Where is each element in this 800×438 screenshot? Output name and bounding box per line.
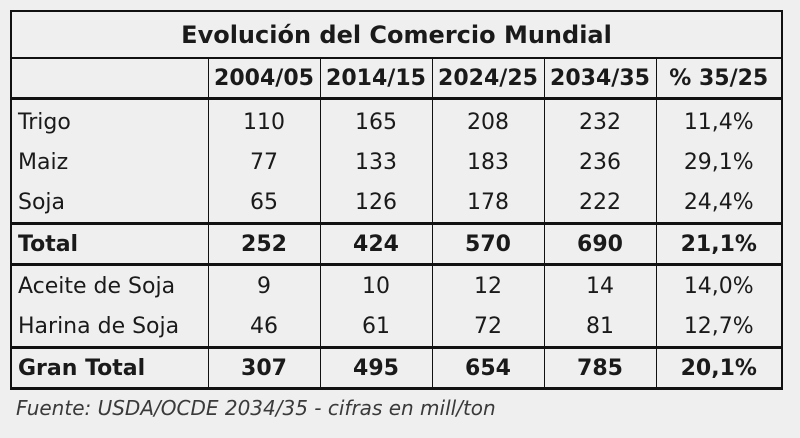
cell: 232	[543, 98, 657, 142]
cell: 495	[319, 346, 433, 390]
cell: 10	[319, 264, 433, 306]
cell: 20,1%	[655, 346, 783, 390]
cell: 690	[543, 222, 657, 266]
cell: 14,0%	[655, 264, 783, 306]
cell: 29,1%	[655, 142, 783, 182]
cell: 12,7%	[655, 306, 783, 348]
cell: 72	[431, 306, 545, 348]
cell: 126	[319, 182, 433, 224]
cell: 46	[207, 306, 321, 348]
table-title: Evolución del Comercio Mundial	[9, 10, 784, 59]
grand-total-row: Gran Total 307 495 654 785 20,1%	[10, 346, 783, 390]
cell: 14	[543, 264, 657, 306]
cell: 570	[431, 222, 545, 266]
row-label: Harina de Soja	[10, 306, 209, 348]
cell: 21,1%	[655, 222, 783, 266]
cell: 12	[431, 264, 545, 306]
cell: 785	[543, 346, 657, 390]
table-row: Aceite de Soja 9 10 12 14 14,0%	[10, 264, 783, 306]
table-row: Soja 65 126 178 222 24,4%	[10, 182, 783, 224]
cell: 11,4%	[655, 98, 783, 142]
row-label: Soja	[10, 182, 209, 224]
cell: 424	[319, 222, 433, 266]
cell: 236	[543, 142, 657, 182]
cell: 208	[431, 98, 545, 142]
header-cell: 2024/25	[431, 58, 545, 100]
cell: 133	[319, 142, 433, 182]
cell: 165	[319, 98, 433, 142]
cell: 65	[207, 182, 321, 224]
header-cell	[10, 58, 209, 100]
cell: 81	[543, 306, 657, 348]
row-label: Aceite de Soja	[10, 264, 209, 306]
world-trade-table: Evolución del Comercio Mundial 2004/05 2…	[9, 10, 784, 390]
header-cell: % 35/25	[655, 58, 783, 100]
total-row: Total 252 424 570 690 21,1%	[10, 222, 783, 266]
row-label: Gran Total	[10, 346, 209, 390]
cell: 24,4%	[655, 182, 783, 224]
cell: 110	[207, 98, 321, 142]
row-label: Maiz	[10, 142, 209, 182]
cell: 178	[431, 182, 545, 224]
cell: 307	[207, 346, 321, 390]
cell: 61	[319, 306, 433, 348]
source-note: Fuente: USDA/OCDE 2034/35 - cifras en mi…	[16, 396, 496, 420]
cell: 9	[207, 264, 321, 306]
cell: 252	[207, 222, 321, 266]
header-cell: 2014/15	[319, 58, 433, 100]
header-cell: 2034/35	[543, 58, 657, 100]
cell: 183	[431, 142, 545, 182]
header-cell: 2004/05	[207, 58, 321, 100]
row-label: Trigo	[10, 98, 209, 142]
cell: 654	[431, 346, 545, 390]
header-row: 2004/05 2014/15 2024/25 2034/35 % 35/25	[10, 58, 783, 100]
table-row: Harina de Soja 46 61 72 81 12,7%	[10, 306, 783, 348]
trade-table-container: Evolución del Comercio Mundial 2004/05 2…	[9, 10, 784, 390]
table-row: Maiz 77 133 183 236 29,1%	[10, 142, 783, 182]
row-label: Total	[10, 222, 209, 266]
table-row: Trigo 110 165 208 232 11,4%	[10, 98, 783, 142]
cell: 77	[207, 142, 321, 182]
cell: 222	[543, 182, 657, 224]
